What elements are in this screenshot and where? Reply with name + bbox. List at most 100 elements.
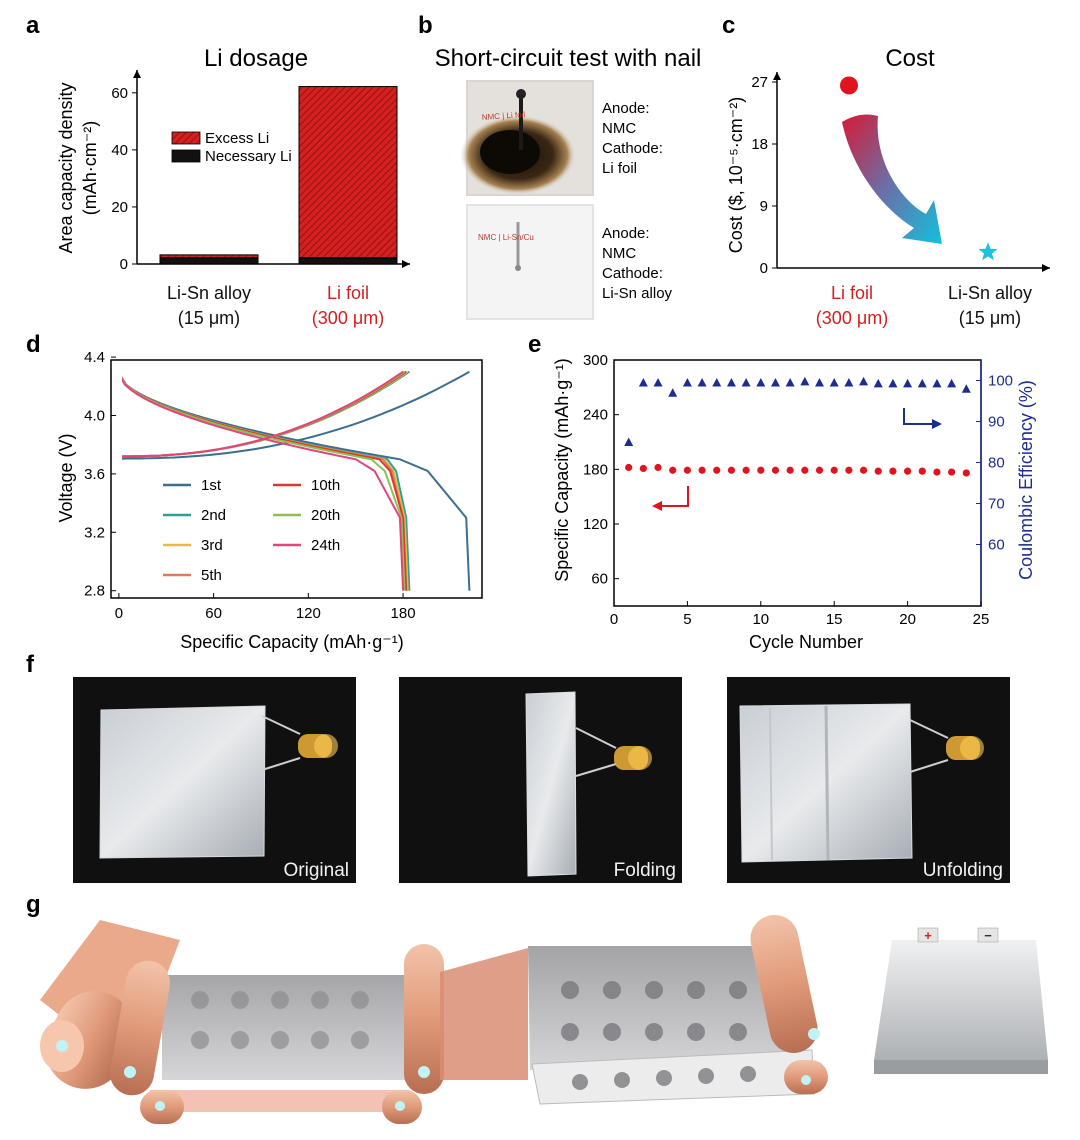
- chart-a-title: Li dosage: [204, 45, 308, 72]
- d-charge-curve-2nd: [122, 370, 410, 460]
- roller-1-core: [124, 1066, 136, 1078]
- chart-e-xlabel: Cycle Number: [749, 632, 863, 652]
- d-legend-label: 10th: [311, 477, 340, 494]
- e-capacity-point: [933, 468, 941, 476]
- d-x-tick-label: 120: [296, 605, 321, 622]
- c-category-label: Li foil: [831, 283, 873, 303]
- e-y-tick-label: 240: [583, 407, 608, 424]
- a-category-sub: (15 μm): [178, 308, 240, 328]
- c-x-arrow: [1042, 264, 1050, 272]
- pouch-cell-3d: + −: [874, 927, 1048, 1074]
- roller-5: [750, 915, 818, 1053]
- panel-label-d: d: [26, 331, 41, 358]
- caption-folding: Folding: [614, 860, 676, 881]
- a-legend-label: Necessary Li: [205, 148, 292, 165]
- a-y-tick-label: 60: [111, 85, 128, 102]
- supply-roll-core: [56, 1040, 68, 1052]
- e-efficiency-point: [726, 378, 736, 387]
- panel-f: Original Folding Unfolding: [73, 677, 1010, 883]
- e-capacity-point: [948, 468, 956, 476]
- e-capacity-point: [683, 466, 692, 474]
- e-capacity-point: [874, 467, 882, 475]
- coated-sheet-1: [162, 975, 422, 1080]
- a-y-arrow: [133, 70, 141, 78]
- d-x-tick-label: 0: [115, 605, 123, 622]
- e-plot-frame: [613, 359, 982, 607]
- pouch-photo-folding: Folding: [399, 677, 682, 883]
- caption-unfolding: Unfolding: [923, 860, 1003, 881]
- d-charge-curve-1st: [122, 370, 470, 461]
- chart-d: Voltage (V) Specific Capacity (mAh·g⁻¹) …: [56, 349, 483, 652]
- b-bottom-line-3: Cathode:: [602, 265, 663, 282]
- e-x-tick-label: 15: [826, 611, 843, 628]
- e-y2-tick-label: 90: [988, 414, 1005, 431]
- a-category-label: Li foil: [327, 283, 369, 303]
- cell-body: [874, 940, 1048, 1060]
- d-legend-label: 24th: [311, 537, 340, 554]
- sheet-1-dots: [191, 991, 369, 1049]
- e-y-tick-label: 60: [591, 571, 608, 588]
- e-efficiency-point: [873, 378, 883, 388]
- photo-top-label: NMC | Li foil: [482, 110, 526, 122]
- separated-film: [531, 1049, 815, 1105]
- nail-test-photo-li-sn: NMC | Li-Sn/Cu: [466, 204, 594, 320]
- transition-sheet: [440, 948, 528, 1080]
- capacity-axis-arrow: [656, 486, 689, 507]
- e-efficiency-point: [756, 378, 766, 387]
- e-capacity-point: [815, 466, 824, 474]
- e-efficiency-point: [859, 376, 869, 386]
- e-capacity-point: [918, 467, 926, 475]
- pouch-photo-unfolding: Unfolding: [727, 677, 1010, 883]
- a-legend-label: Excess Li: [205, 130, 269, 147]
- c-y-tick-label: 0: [760, 260, 768, 277]
- e-efficiency-point: [815, 378, 825, 387]
- pouch-photo-original: Original: [73, 677, 356, 883]
- chart-a: Li dosage Area capacity density (mAh·cm⁻…: [56, 45, 410, 328]
- e-efficiency-point: [932, 378, 942, 388]
- c-point-li-foil: [840, 76, 858, 95]
- e-x-tick-label: 5: [683, 611, 691, 628]
- d-legend-label: 1st: [201, 477, 222, 494]
- chart-e-ylabel: Specific Capacity (mAh·g⁻¹): [552, 358, 572, 582]
- a-bar-necessary-li: [298, 257, 398, 265]
- a-legend-swatch: [171, 131, 201, 145]
- e-efficiency-point: [741, 378, 751, 387]
- e-y2-tick-label: 70: [988, 496, 1005, 513]
- e-efficiency-point: [961, 384, 971, 393]
- chart-c-ylabel: Cost ($, 10⁻⁵·cm⁻²): [726, 97, 746, 253]
- panel-label-c: c: [722, 12, 735, 39]
- a-y-tick-label: 20: [111, 199, 128, 216]
- e-y2-tick-label: 80: [988, 455, 1005, 472]
- a-bar-necessary-li: [159, 257, 259, 265]
- roller-1: [110, 960, 170, 1096]
- e-efficiency-point: [888, 378, 898, 388]
- a-bar-excess-li: [159, 254, 259, 259]
- d-plot-frame: [110, 359, 483, 599]
- e-capacity-point: [742, 466, 750, 474]
- e-x-tick-label: 25: [973, 611, 990, 628]
- photo-bottom-label: NMC | Li-Sn/Cu: [478, 233, 534, 242]
- e-y-tick-label: 180: [583, 461, 608, 478]
- e-efficiency-point: [682, 378, 692, 387]
- positive-symbol: +: [924, 928, 932, 943]
- roller-2: [404, 944, 444, 1094]
- c-point-li-sn: [978, 242, 998, 261]
- e-efficiency-point: [653, 378, 663, 387]
- d-legend-label: 2nd: [201, 507, 226, 524]
- panel-b-title: Short-circuit test with nail: [435, 45, 702, 72]
- d-discharge-curve-1st: [122, 376, 471, 591]
- e-efficiency-point: [917, 378, 927, 388]
- e-capacity-point: [904, 467, 912, 475]
- c-category-sub: (15 μm): [959, 308, 1021, 328]
- a-category-sub: (300 μm): [312, 308, 384, 328]
- chart-a-ylabel: Area capacity density: [56, 82, 76, 253]
- efficiency-axis-arrow: [903, 408, 938, 425]
- e-capacity-point: [625, 463, 633, 472]
- e-efficiency-point: [800, 376, 810, 386]
- panel-label-f: f: [26, 651, 35, 678]
- d-charge-curve-3rd: [122, 370, 409, 460]
- chart-e-y2label: Coulombic Efficiency (%): [1016, 380, 1036, 580]
- negative-symbol: −: [984, 928, 992, 943]
- e-capacity-point: [830, 466, 838, 474]
